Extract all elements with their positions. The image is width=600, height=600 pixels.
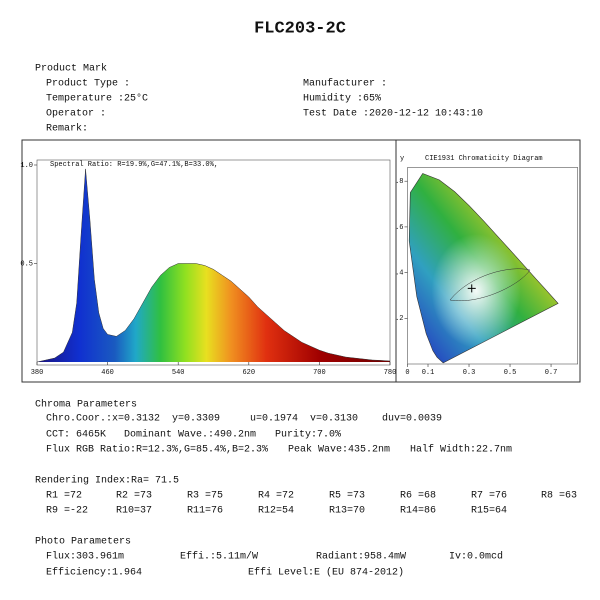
- rendering-value: R15=64: [471, 506, 507, 517]
- field: Product Type :: [46, 78, 130, 90]
- x-tick-label: 460: [101, 369, 114, 377]
- rendering-value: R4 =72: [258, 491, 294, 502]
- planckian-locus: [449, 268, 531, 302]
- rendering-value: R12=54: [258, 506, 294, 517]
- axis-label: y: [400, 155, 404, 163]
- field: Radiant:958.4mW: [316, 551, 406, 563]
- x-tick-label: 380: [31, 369, 44, 377]
- annotation: Spectral Ratio: R=19.9%,G=47.1%,B=33.0%,: [50, 161, 218, 169]
- rendering-value: R8 =63: [541, 491, 577, 502]
- x-tick-label: 540: [172, 369, 185, 377]
- heading: Product Mark: [35, 63, 107, 75]
- y-tick-label: .2: [395, 315, 403, 323]
- field: Iv:0.0mcd: [449, 551, 503, 563]
- field: Peak Wave:435.2nm: [288, 444, 390, 456]
- rendering-value: R6 =68: [400, 491, 436, 502]
- rendering-value: R7 =76: [471, 491, 507, 502]
- field: Manufacturer :: [303, 78, 387, 90]
- field: v=0.3130: [310, 414, 358, 425]
- field: Humidity :65%: [303, 93, 381, 105]
- title: FLC203-2C: [254, 19, 346, 38]
- rendering-value: R9 =-22: [46, 506, 88, 517]
- field: Effi Level:E (EU 874-2012): [248, 567, 404, 579]
- field: Temperature :25°C: [46, 93, 148, 105]
- field: Flux RGB Ratio:R=12.3%,G=85.4%,B=2.3%: [46, 444, 268, 456]
- rendering-value: R2 =73: [116, 491, 152, 502]
- chart-title: CIE1931 Chromaticity Diagram: [425, 155, 543, 163]
- y-tick-label: .4: [395, 269, 403, 277]
- chromaticity-point: [467, 284, 476, 293]
- y-tick-label: .6: [395, 224, 403, 232]
- spectrum-line: [36, 168, 391, 363]
- heading: Photo Parameters: [35, 536, 131, 548]
- x-tick-label: 0.3: [463, 369, 476, 377]
- field: Remark:: [46, 123, 88, 135]
- field: Effi.:5.11m/W: [180, 551, 258, 563]
- rendering-value: R3 =75: [187, 491, 223, 502]
- rendering-value: R11=76: [187, 506, 223, 517]
- field: duv=0.0039: [382, 413, 442, 425]
- field: Half Width:22.7nm: [410, 444, 512, 456]
- x-tick-label: 0.5: [504, 369, 517, 377]
- x-tick-label: 0: [405, 369, 409, 377]
- y-tick-label: 0.5: [20, 260, 33, 268]
- x-tick-label: 700: [313, 369, 326, 377]
- field: Operator :: [46, 109, 106, 120]
- y-tick-label: .8: [395, 178, 403, 186]
- field: y=0.3309: [172, 414, 220, 425]
- x-tick-label: 780: [384, 369, 397, 377]
- field: Purity:7.0%: [275, 429, 341, 441]
- field: Dominant Wave.:490.2nm: [124, 429, 256, 441]
- heading: Rendering Index:Ra= 71.5: [35, 475, 179, 487]
- field: Efficiency:1.964: [46, 567, 142, 579]
- heading: Chroma Parameters: [35, 399, 137, 411]
- rendering-value: R1 =72: [46, 491, 82, 502]
- x-tick-label: 0.7: [545, 369, 558, 377]
- x-tick-label: 0.1: [422, 369, 435, 377]
- field: Chro.Coor.:x=0.3132: [46, 413, 160, 425]
- rendering-value: R13=70: [329, 506, 365, 517]
- chart-frame: [21, 139, 581, 383]
- white-region: [409, 173, 559, 363]
- rendering-value: R14=86: [400, 506, 436, 517]
- field: u=0.1974: [250, 414, 298, 425]
- spectrum-area: [37, 168, 390, 362]
- y-tick-label: 1.0: [20, 162, 33, 170]
- rendering-value: R5 =73: [329, 491, 365, 502]
- field: Flux:303.961m: [46, 551, 124, 563]
- field: Test Date :2020-12-12 10:43:10: [303, 109, 483, 120]
- plot-frame: [36, 159, 391, 366]
- x-tick-label: 620: [242, 369, 255, 377]
- rendering-value: R10=37: [116, 506, 152, 517]
- field: CCT: 6465K: [46, 430, 106, 441]
- plot-frame: [407, 167, 578, 365]
